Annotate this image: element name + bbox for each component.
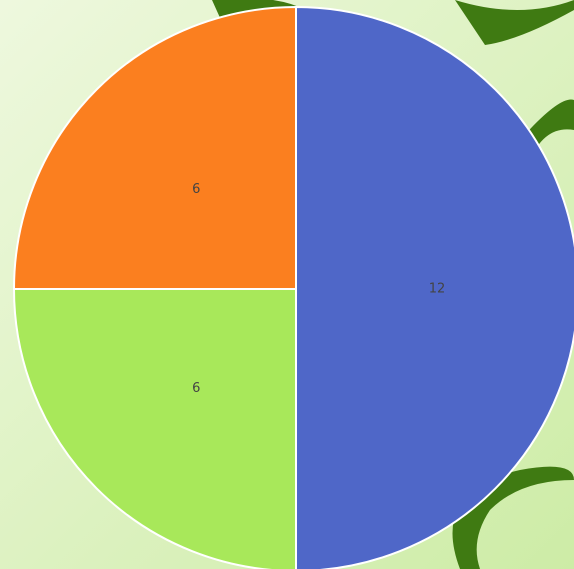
- decoration: [455, 0, 574, 45]
- pie-slice: [295, 5, 574, 569]
- data-label: 6: [192, 381, 200, 396]
- pie: 12 6 6: [12, 5, 574, 569]
- pie-slice: [12, 288, 297, 569]
- pie-slice: [12, 5, 297, 290]
- data-label: 12: [429, 282, 446, 297]
- data-label: 6: [192, 182, 200, 197]
